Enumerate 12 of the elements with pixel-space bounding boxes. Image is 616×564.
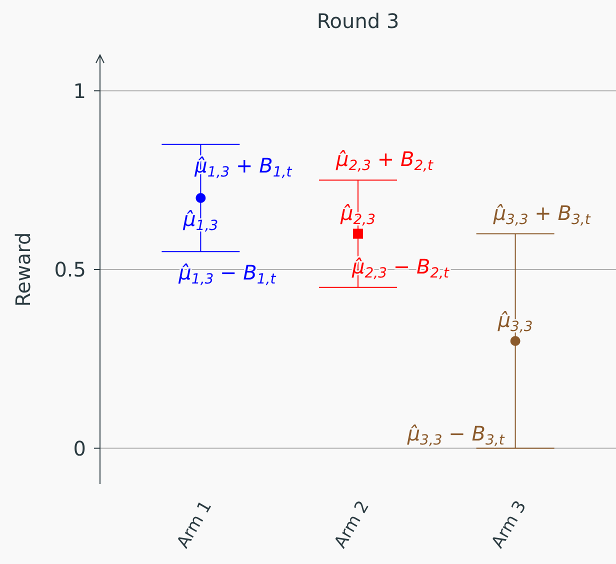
y-tick-label: 0.5 <box>54 258 86 282</box>
annotation: μ̂$_{3,3}$ − B$_{3,t}$ <box>406 421 505 448</box>
chart-title: Round 3 <box>316 9 400 33</box>
point <box>510 336 520 346</box>
annotation: μ̂$_{3,3}$ + B$_{3,t}$ <box>492 200 591 228</box>
point <box>196 193 206 203</box>
annotation: μ̂$_{1,3}$ − B$_{1,t}$ <box>178 260 276 288</box>
y-tick-label: 0 <box>73 436 86 460</box>
annotation: μ̂$_{2,3}$ + B$_{2,t}$ <box>335 147 434 174</box>
y-tick-label: 1 <box>73 78 86 103</box>
point <box>353 228 363 239</box>
y-axis-title: Reward <box>11 232 35 307</box>
